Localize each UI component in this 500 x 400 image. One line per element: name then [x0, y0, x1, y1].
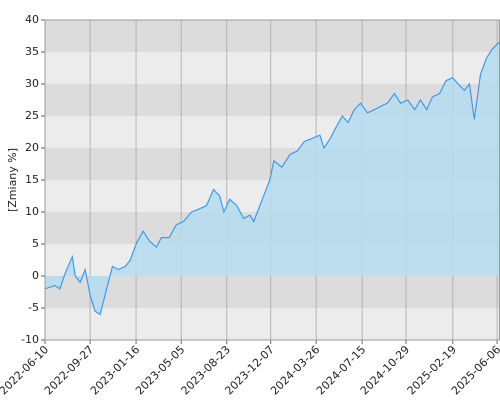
y-tick-label: 40 [25, 13, 39, 26]
grid-band [45, 308, 500, 340]
y-tick-label: 25 [25, 109, 39, 122]
grid-band [45, 276, 500, 308]
y-axis-label: [Zmiany %] [6, 148, 19, 212]
y-tick-label: -10 [21, 333, 39, 346]
y-tick-label: 5 [32, 237, 39, 250]
area-fill [45, 42, 500, 315]
y-tick-label: 35 [25, 45, 39, 58]
y-tick-label: 30 [25, 77, 39, 90]
y-tick-label: -5 [28, 301, 39, 314]
line [44, 41, 500, 316]
grid-band [45, 20, 500, 52]
y-tick-label: 20 [25, 141, 39, 154]
y-tick-label: 15 [25, 173, 39, 186]
y-tick-label: 10 [25, 205, 39, 218]
grid-band [45, 52, 500, 84]
y-tick-label: 0 [32, 269, 39, 282]
